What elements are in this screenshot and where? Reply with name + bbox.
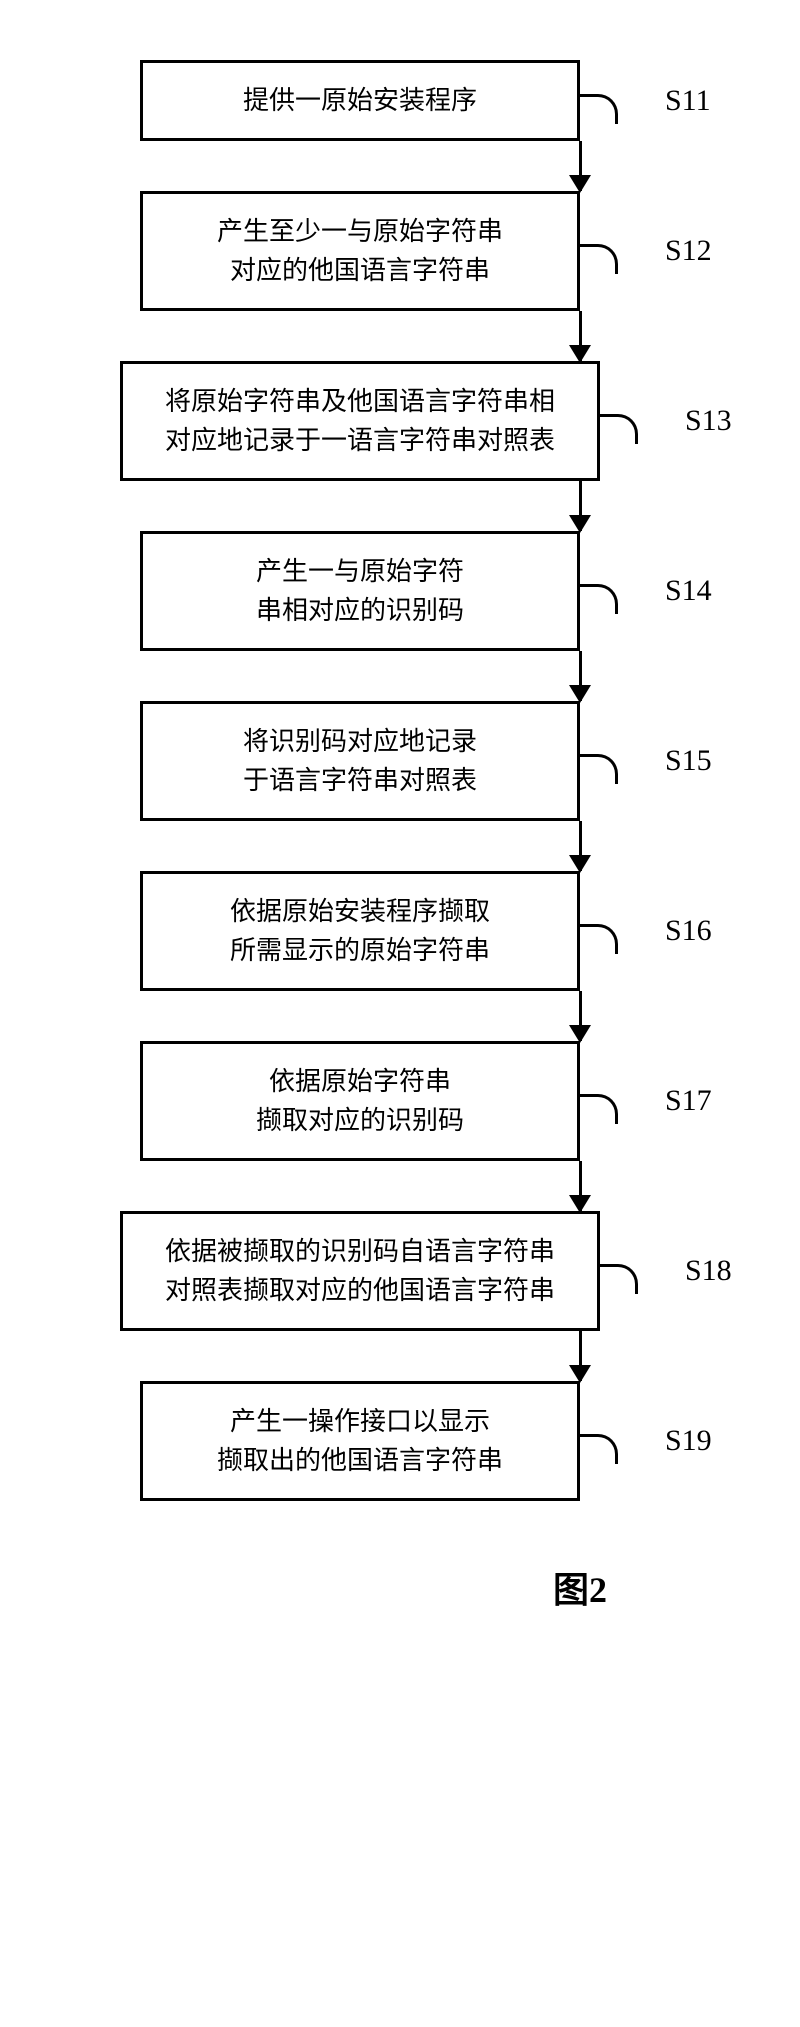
step-row: 依据原始字符串 撷取对应的识别码 S17 [80, 1041, 800, 1161]
step-text-line1: 产生至少一与原始字符串 [217, 217, 503, 246]
arrow-down-icon [579, 481, 582, 531]
step-text-line1: 依据被撷取的识别码自语言字符串 [165, 1237, 555, 1266]
step-text-line1: 产生一操作接口以显示 [230, 1407, 490, 1436]
step-label-s14: S14 [665, 574, 712, 608]
label-connector: S18 [600, 1254, 732, 1288]
lead-curve [578, 1094, 618, 1124]
step-box-s12: 产生至少一与原始字符串 对应的他国语言字符串 [140, 191, 580, 311]
step-box-s17: 依据原始字符串 撷取对应的识别码 [140, 1041, 580, 1161]
figure-caption: 图2 [553, 1561, 607, 1613]
step-row: 提供一原始安装程序 S11 [80, 60, 800, 141]
label-connector: S16 [580, 914, 712, 948]
lead-curve [578, 1434, 618, 1464]
arrow-down-icon [579, 821, 582, 871]
arrow-down-icon [579, 991, 582, 1041]
step-box-s13: 将原始字符串及他国语言字符串相 对应地记录于一语言字符串对照表 [120, 361, 600, 481]
label-connector: S15 [580, 744, 712, 778]
arrow-down-icon [579, 1161, 582, 1211]
label-connector: S12 [580, 234, 712, 268]
label-connector: S14 [580, 574, 712, 608]
step-text-line2: 所需显示的原始字符串 [230, 936, 490, 965]
lead-curve [578, 584, 618, 614]
step-text-line2: 对照表撷取对应的他国语言字符串 [165, 1276, 555, 1305]
step-row: 产生一操作接口以显示 撷取出的他国语言字符串 S19 [80, 1381, 800, 1501]
step-text-line2: 对应地记录于一语言字符串对照表 [165, 426, 555, 455]
step-label-s11: S11 [665, 84, 711, 118]
lead-curve [578, 924, 618, 954]
step-text-line2: 串相对应的识别码 [256, 596, 464, 625]
step-box-s18: 依据被撷取的识别码自语言字符串 对照表撷取对应的他国语言字符串 [120, 1211, 600, 1331]
step-text-line1: 依据原始安装程序撷取 [230, 897, 490, 926]
step-text-line2: 对应的他国语言字符串 [230, 256, 490, 285]
arrow-down-icon [579, 311, 582, 361]
lead-curve [578, 244, 618, 274]
label-connector: S11 [580, 84, 711, 118]
arrow-down-icon [579, 141, 582, 191]
step-label-s15: S15 [665, 744, 712, 778]
step-box-s11: 提供一原始安装程序 [140, 60, 580, 141]
lead-curve [578, 94, 618, 124]
step-box-s15: 将识别码对应地记录 于语言字符串对照表 [140, 701, 580, 821]
arrow-down-icon [579, 651, 582, 701]
step-row: 产生至少一与原始字符串 对应的他国语言字符串 S12 [80, 191, 800, 311]
step-text-line1: 依据原始字符串 [269, 1067, 451, 1096]
step-label-s18: S18 [685, 1254, 732, 1288]
step-row: 将原始字符串及他国语言字符串相 对应地记录于一语言字符串对照表 S13 [80, 361, 800, 481]
step-label-s16: S16 [665, 914, 712, 948]
label-connector: S17 [580, 1084, 712, 1118]
lead-curve [598, 414, 638, 444]
step-text-line1: 产生一与原始字符 [256, 557, 464, 586]
step-label-s17: S17 [665, 1084, 712, 1118]
step-text: 提供一原始安装程序 [243, 81, 477, 120]
step-row: 依据原始安装程序撷取 所需显示的原始字符串 S16 [80, 871, 800, 991]
step-box-s16: 依据原始安装程序撷取 所需显示的原始字符串 [140, 871, 580, 991]
flowchart-container: 提供一原始安装程序 S11 产生至少一与原始字符串 对应的他国语言字符串 S12… [0, 0, 800, 1613]
step-row: 依据被撷取的识别码自语言字符串 对照表撷取对应的他国语言字符串 S18 [80, 1211, 800, 1331]
step-label-s19: S19 [665, 1424, 712, 1458]
arrow-down-icon [579, 1331, 582, 1381]
step-text-line1: 将原始字符串及他国语言字符串相 [165, 387, 555, 416]
step-text-line2: 于语言字符串对照表 [243, 766, 477, 795]
label-connector: S13 [600, 404, 732, 438]
step-box-s19: 产生一操作接口以显示 撷取出的他国语言字符串 [140, 1381, 580, 1501]
step-row: 将识别码对应地记录 于语言字符串对照表 S15 [80, 701, 800, 821]
lead-curve [598, 1264, 638, 1294]
label-connector: S19 [580, 1424, 712, 1458]
step-text-line2: 撷取出的他国语言字符串 [217, 1446, 503, 1475]
lead-curve [578, 754, 618, 784]
step-row: 产生一与原始字符 串相对应的识别码 S14 [80, 531, 800, 651]
step-text-line2: 撷取对应的识别码 [256, 1106, 464, 1135]
step-label-s13: S13 [685, 404, 732, 438]
step-box-s14: 产生一与原始字符 串相对应的识别码 [140, 531, 580, 651]
step-text-line1: 将识别码对应地记录 [243, 727, 477, 756]
step-label-s12: S12 [665, 234, 712, 268]
